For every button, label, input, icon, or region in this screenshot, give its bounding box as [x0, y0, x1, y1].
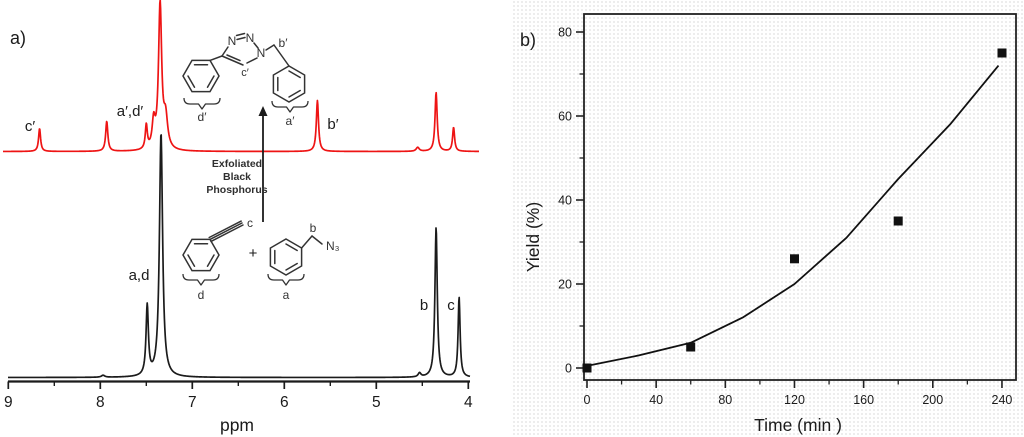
ppm-tick-label: 5 — [372, 394, 381, 411]
nmr-peak-label: a′,d′ — [117, 103, 144, 120]
alkyne-ch-label: c — [247, 216, 253, 230]
alkyne-bracket-label: d — [198, 288, 205, 302]
nmr-peak-label: b — [420, 297, 428, 314]
ppm-tick-label: 8 — [96, 394, 105, 411]
ppm-tick-label: 4 — [464, 394, 473, 411]
ppm-axis: 9 8 7 6 5 4 — [4, 380, 473, 411]
phenyl-underbrace — [183, 97, 221, 110]
ppm-tick-label: 6 — [280, 394, 289, 411]
x-tick-label: 200 — [922, 393, 943, 407]
benzylic-ch2-label: b′ — [279, 36, 289, 50]
yield-data-point — [790, 254, 799, 264]
nmr-peak-label: b′ — [327, 116, 338, 133]
yield-trend-line — [586, 65, 1000, 367]
ppm-tick-label: 9 — [4, 394, 13, 411]
yield-data-point — [582, 363, 592, 373]
nmr-peak-label: c — [447, 297, 455, 314]
peak-labels: c′ a′,d′ b′ a,d b c — [25, 103, 455, 314]
triazole-n3-label: N — [228, 34, 237, 48]
yield-data-point — [893, 216, 903, 226]
yield-data — [582, 48, 1007, 373]
product-spectrum-trace — [2, 0, 480, 153]
phenyl-bracket-label: d′ — [198, 110, 208, 124]
panel-b-label: b) — [520, 30, 536, 50]
triazole-n1-label: N — [257, 46, 266, 60]
annotation-line-1: Exfoliated — [212, 158, 262, 170]
x-tick-label: 40 — [649, 393, 663, 407]
nmr-traces — [2, 0, 480, 379]
ppm-tick-label: 7 — [188, 394, 197, 411]
panel-a-nmr-figure: a) 9 8 7 6 5 4 ppm c′ a′,d′ b′ a,d b c Exfoliated … — [2, 0, 480, 435]
benzyl-underbrace — [271, 100, 309, 113]
triazole-ch-label: c′ — [241, 67, 249, 79]
x-tick-label: 240 — [992, 393, 1013, 407]
panel-b-yield-chart: b) 0 40 80 120 160 200 240 0 20 40 60 80 Time (min … — [512, 0, 1024, 437]
panel-a-label: a) — [10, 28, 26, 48]
reactant-structures: c d + b N₃ a — [182, 216, 340, 302]
alkyne-phenyl-underbrace — [182, 273, 220, 286]
product-structure: N N N c′ b′ d′ a′ — [182, 31, 309, 128]
x-axis-title: Time (min ) — [754, 415, 842, 435]
azide-bracket-label: a — [283, 288, 290, 302]
azide-phenyl-underbrace — [267, 273, 305, 286]
y-tick-label: 60 — [558, 110, 572, 124]
x-tick-label: 80 — [718, 393, 732, 407]
yield-axes: 0 40 80 120 160 200 240 0 20 40 60 80 — [558, 26, 1012, 408]
plot-frame — [583, 13, 1017, 381]
arrow-up-icon — [258, 106, 268, 116]
azide-ch2-label: b — [310, 221, 317, 235]
azide-n3-label: N₃ — [326, 239, 340, 253]
y-tick-label: 0 — [565, 362, 572, 376]
reactant-spectrum-trace — [7, 134, 471, 379]
reaction-arrow — [258, 106, 268, 222]
x-tick-label: 160 — [853, 393, 874, 407]
y-tick-label: 20 — [558, 278, 572, 292]
annotation-line-3: Phosphorus — [206, 184, 267, 196]
nmr-peak-label: a,d — [129, 267, 150, 284]
plus-sign: + — [249, 245, 258, 262]
annotation-line-2: Black — [223, 171, 251, 183]
benzyl-bracket-label: a′ — [286, 114, 296, 128]
y-axis-title: Yield (%) — [523, 202, 543, 272]
y-tick-label: 40 — [558, 194, 572, 208]
yield-data-point — [997, 48, 1007, 58]
reaction-annotation: Exfoliated Black Phosphorus — [206, 158, 267, 196]
nmr-peak-label: c′ — [25, 118, 36, 135]
triazole-n2-label: N — [246, 31, 255, 45]
x-tick-label: 120 — [784, 393, 805, 407]
x-tick-label: 0 — [584, 393, 591, 407]
yield-data-point — [686, 342, 696, 352]
ppm-axis-title: ppm — [220, 415, 254, 435]
y-tick-label: 80 — [558, 26, 572, 40]
